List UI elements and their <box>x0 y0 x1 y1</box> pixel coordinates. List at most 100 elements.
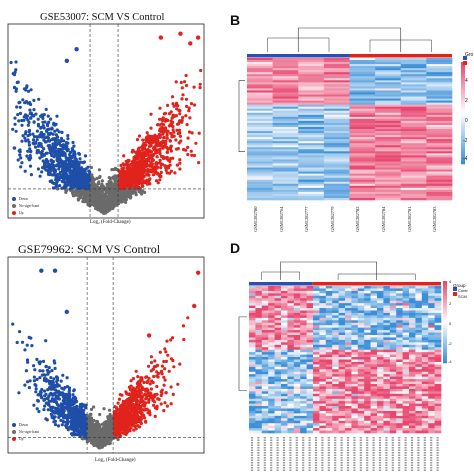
data-point <box>48 132 52 136</box>
data-point <box>67 386 72 390</box>
heatmap-cell <box>272 161 299 164</box>
heatmap-cell <box>323 80 350 83</box>
heatmap-cell <box>375 133 402 136</box>
data-point <box>14 60 18 64</box>
legend-dot-icon <box>12 197 16 202</box>
data-point <box>166 118 170 122</box>
data-point <box>121 171 125 175</box>
heatmap-cell <box>247 72 273 75</box>
heatmap-cell <box>272 96 299 99</box>
data-point <box>163 367 167 371</box>
heatmap-cell <box>426 133 453 136</box>
heatmap-cell <box>400 106 427 110</box>
heatmap-cell <box>298 139 325 142</box>
heatmap-cell <box>349 118 376 122</box>
data-point <box>192 85 196 89</box>
heatmap-cell <box>247 191 273 195</box>
heatmap-cell <box>375 120 402 124</box>
data-point <box>148 177 152 181</box>
data-point <box>14 129 18 133</box>
data-point <box>75 193 79 197</box>
heatmap-cell <box>400 159 427 162</box>
data-point <box>113 174 117 178</box>
data-point <box>163 111 167 115</box>
heatmap-cell <box>349 114 376 118</box>
data-point <box>41 124 45 128</box>
color-scale-segment <box>461 153 465 157</box>
heatmap-cell <box>298 82 325 85</box>
data-point <box>159 166 163 170</box>
data-point <box>154 162 158 166</box>
data-point <box>136 185 141 189</box>
data-point <box>54 153 58 157</box>
data-point <box>117 169 121 174</box>
color-scale-segment <box>461 143 465 147</box>
heatmap-cell <box>323 175 350 178</box>
heatmap-cell <box>400 189 427 193</box>
data-point <box>67 388 71 392</box>
data-point <box>39 131 43 135</box>
data-point <box>158 350 162 354</box>
data-point <box>78 191 82 195</box>
data-point <box>68 150 72 155</box>
heatmap-cell <box>375 66 402 69</box>
heatmap-cell <box>323 173 350 176</box>
heatmap-cell <box>426 143 453 146</box>
heatmap-cell <box>272 183 299 187</box>
heatmap-cell <box>426 195 453 199</box>
data-point <box>97 168 101 172</box>
data-point <box>115 406 119 410</box>
data-point <box>41 359 46 363</box>
heatmap-cell <box>298 70 325 73</box>
heatmap-cell <box>375 88 402 91</box>
heatmap-cell <box>298 187 325 191</box>
heatmap-cell <box>323 153 350 156</box>
heatmap-cell <box>426 98 453 101</box>
data-point <box>148 169 153 173</box>
heatmap-cell <box>375 187 402 191</box>
data-point <box>137 134 142 138</box>
data-point <box>189 149 193 153</box>
data-point <box>79 183 83 187</box>
panel-a-legend-ns: No-sign-fcant <box>12 204 39 209</box>
data-point <box>101 201 106 205</box>
heatmap-cell <box>247 106 273 110</box>
data-point <box>165 155 169 160</box>
color-scale-segment <box>461 69 465 73</box>
panel-b-scale-tick: -4 <box>463 156 468 162</box>
data-point <box>53 384 57 389</box>
data-point <box>184 73 188 78</box>
heatmap-cell <box>349 167 376 170</box>
data-point <box>158 117 162 121</box>
data-point <box>46 123 50 128</box>
heatmap-cell <box>400 151 427 154</box>
data-point <box>127 194 131 199</box>
heatmap-cell <box>298 185 325 189</box>
data-point <box>79 406 84 410</box>
heatmap-cell <box>272 153 299 156</box>
heatmap-cell <box>247 96 273 99</box>
heatmap-cell <box>349 124 376 128</box>
heatmap-cell <box>400 161 427 164</box>
data-point <box>136 175 140 179</box>
heatmap-cell <box>375 62 402 65</box>
data-point <box>15 105 19 109</box>
heatmap-cell <box>400 145 427 148</box>
color-scale-segment <box>461 97 465 101</box>
data-point <box>198 86 202 90</box>
heatmap-cell <box>247 159 273 162</box>
data-point <box>163 378 167 382</box>
data-point <box>185 123 189 127</box>
data-point <box>160 372 164 376</box>
data-point <box>165 136 169 140</box>
heatmap-cell <box>323 98 350 101</box>
heatmap-cell <box>272 104 299 107</box>
data-point <box>52 150 56 154</box>
heatmap-cell <box>247 197 273 201</box>
data-point <box>147 364 151 368</box>
data-point <box>160 126 164 130</box>
data-point <box>166 166 171 170</box>
data-point <box>65 147 69 151</box>
data-point <box>66 134 70 138</box>
legend-dot-icon <box>12 211 16 216</box>
